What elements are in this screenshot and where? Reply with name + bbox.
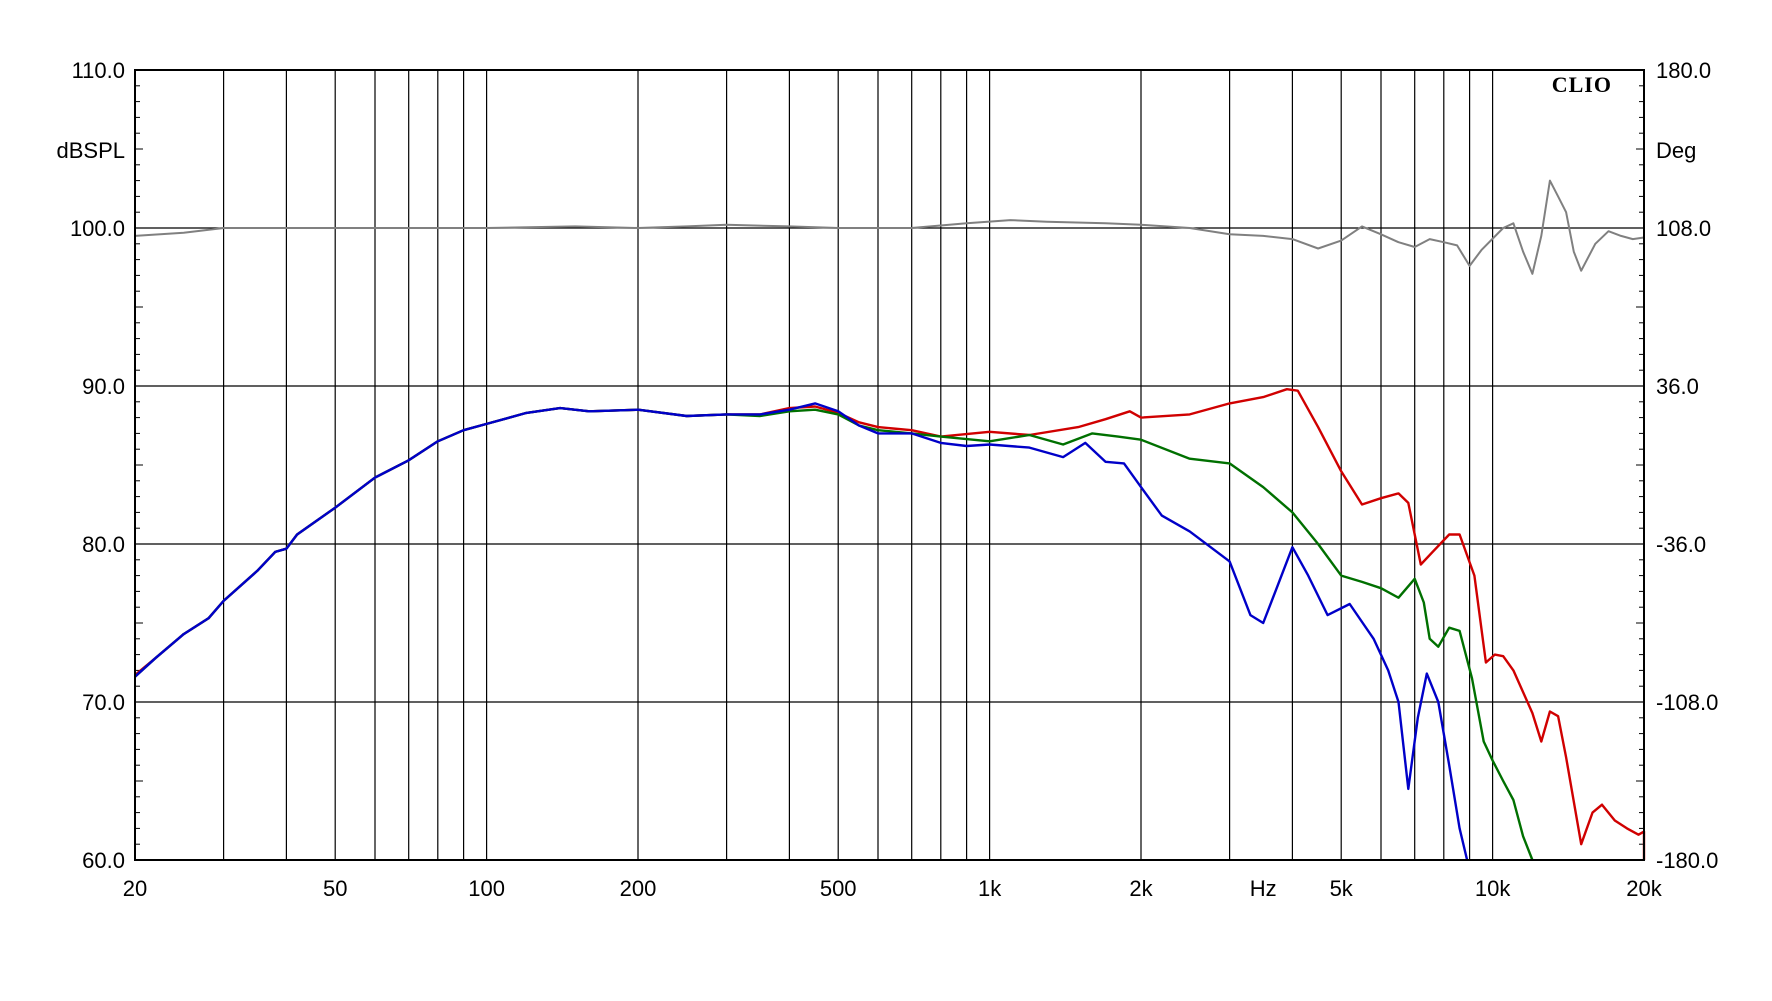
- y-right-tick-label: -36.0: [1656, 532, 1706, 557]
- y-right-tick-label: 36.0: [1656, 374, 1699, 399]
- y-left-tick-label: 90.0: [82, 374, 125, 399]
- x-tick-label: 1k: [978, 876, 1002, 901]
- y-right-unit-label: Deg: [1656, 138, 1696, 163]
- y-right-tick-label: 180.0: [1656, 58, 1711, 83]
- series-lines: [134, 179, 1646, 861]
- x-tick-label: 100: [468, 876, 505, 901]
- y-left-tick-label: 80.0: [82, 532, 125, 557]
- y-left-tick-label: 100.0: [70, 216, 125, 241]
- x-tick-label: 20k: [1626, 876, 1662, 901]
- clio-brand-label: CLIO: [1552, 72, 1612, 97]
- y-left-tick-label: 70.0: [82, 690, 125, 715]
- plot-frame: [134, 69, 1645, 861]
- y-right-tick-label: 108.0: [1656, 216, 1711, 241]
- axis-labels: 20 50 100 200 500 1k 2k 5k 10k 20k Hz 60.0 70.0 80.0 9…: [57, 58, 1719, 901]
- series-line-0: [134, 179, 1645, 275]
- x-tick-label: 10k: [1475, 876, 1511, 901]
- y-right-tick-label: -108.0: [1656, 690, 1718, 715]
- x-tick-label: 2k: [1129, 876, 1153, 901]
- y-right-tick-label: -180.0: [1656, 848, 1718, 873]
- y-left-unit-label: dBSPL: [57, 138, 126, 163]
- x-tick-label: 5k: [1330, 876, 1354, 901]
- x-tick-label: 50: [323, 876, 347, 901]
- y-left-tick-label: 60.0: [82, 848, 125, 873]
- x-tick-label: 20: [123, 876, 147, 901]
- x-tick-label: 200: [620, 876, 657, 901]
- y-left-tick-label: 110.0: [72, 58, 125, 83]
- x-tick-label: 500: [820, 876, 857, 901]
- series-line-3: [134, 402, 1469, 861]
- x-axis-unit-label: Hz: [1250, 876, 1277, 901]
